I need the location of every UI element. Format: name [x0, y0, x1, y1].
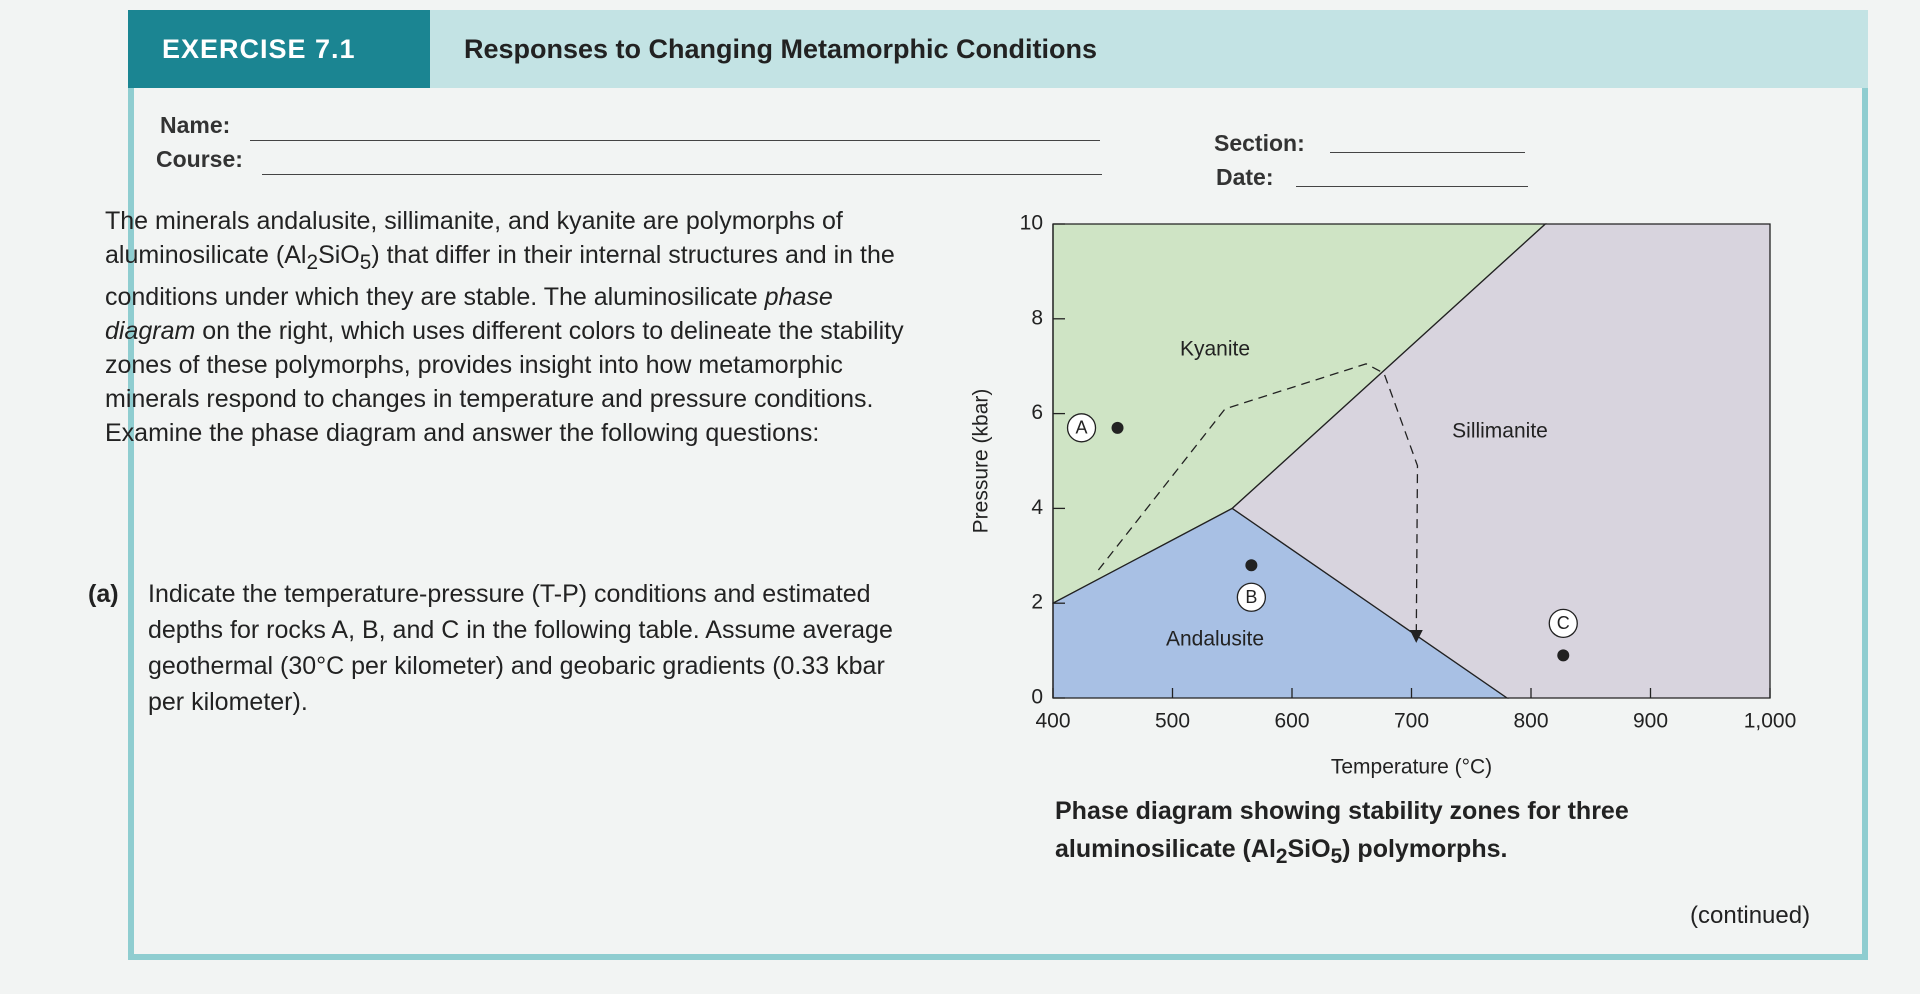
text: SiO: [318, 241, 360, 269]
emphasis: phase diagram: [105, 283, 833, 345]
question-label: (a): [88, 580, 119, 608]
x-tick-label: 400: [1035, 710, 1070, 733]
subscript: 2: [1275, 845, 1288, 868]
y-tick-label: 0: [1031, 686, 1043, 709]
stability-region: [1231, 223, 1771, 699]
x-tick-label: 700: [1394, 710, 1429, 733]
text: on the right, which uses different color…: [105, 317, 904, 447]
subscript: 5: [1330, 845, 1343, 868]
y-tick-label: 8: [1031, 306, 1043, 329]
region-label: Kyanite: [1180, 338, 1250, 361]
text: Phase diagram showing stability zones fo…: [1055, 797, 1629, 863]
continued-note: (continued): [1690, 902, 1811, 929]
intro-paragraph: The minerals andalusite, sillimanite, an…: [105, 204, 905, 450]
point-label-ring: [1066, 413, 1097, 443]
rock-point: [1557, 649, 1570, 662]
x-tick-label: 1,000: [1744, 710, 1797, 733]
point-label: A: [1076, 418, 1088, 438]
point-label-ring: [1236, 582, 1267, 612]
figure-caption: Phase diagram showing stability zones fo…: [1055, 792, 1755, 876]
course-line[interactable]: [262, 174, 1102, 175]
region-label: Sillimanite: [1452, 420, 1548, 443]
rock-point: [1111, 421, 1124, 434]
point-label: B: [1245, 587, 1257, 607]
subscript: 5: [359, 251, 372, 274]
course-label: Course:: [156, 146, 243, 172]
name-line[interactable]: [250, 140, 1100, 141]
exercise-title: Responses to Changing Metamorphic Condit…: [430, 10, 1868, 88]
rock-point: [1245, 559, 1258, 572]
x-tick-label: 500: [1155, 710, 1190, 733]
reaction-path: [1097, 363, 1423, 643]
date-line[interactable]: [1296, 186, 1528, 187]
y-tick-label: 4: [1031, 496, 1043, 519]
y-axis-label: Pressure (kbar): [970, 389, 993, 534]
question-text: Indicate the temperature-pressure (T-P) …: [148, 580, 893, 716]
text: The minerals andalusite, sillimanite, an…: [105, 207, 843, 269]
text: SiO: [1287, 835, 1331, 863]
point-label-ring: [1548, 608, 1578, 638]
section-label: Section:: [1214, 130, 1305, 156]
date-label: Date:: [1216, 164, 1274, 190]
y-tick-label: 6: [1031, 401, 1043, 424]
region-label: Andalusite: [1166, 628, 1264, 651]
y-tick-label: 2: [1031, 591, 1043, 614]
text: ) polymorphs.: [1342, 835, 1508, 863]
x-tick-label: 800: [1513, 710, 1548, 733]
x-axis-label: Temperature (°C): [1331, 756, 1492, 779]
y-tick-label: 10: [1020, 212, 1043, 235]
exercise-number: EXERCISE 7.1: [128, 10, 430, 88]
point-label: C: [1557, 613, 1570, 633]
x-tick-label: 600: [1274, 710, 1309, 733]
subscript: 2: [306, 251, 319, 274]
border: [128, 10, 1868, 960]
text: ) that differ in their internal structur…: [105, 241, 895, 311]
name-label: Name:: [160, 112, 231, 138]
x-tick-label: 900: [1633, 710, 1668, 733]
section-line[interactable]: [1330, 152, 1525, 153]
question: (a) Indicate the temperature-pressure (T-…: [88, 576, 918, 720]
